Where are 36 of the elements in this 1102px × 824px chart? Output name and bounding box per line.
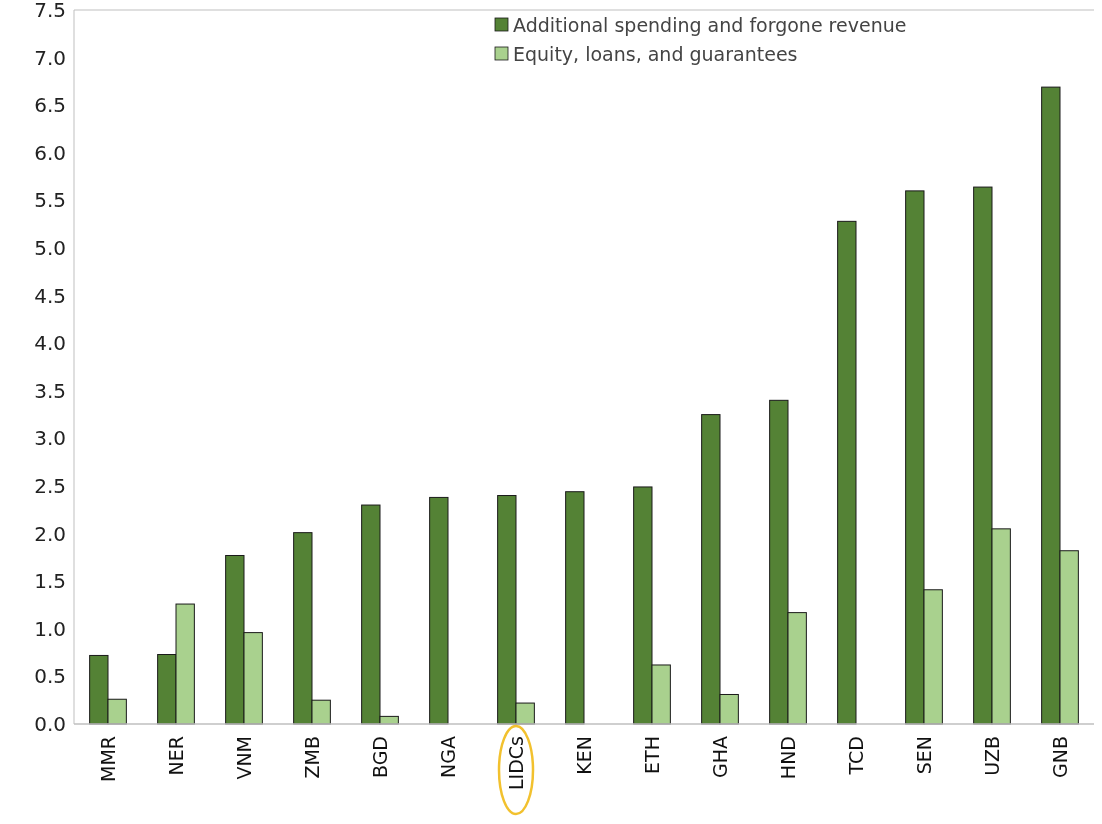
x-tick-label: KEN <box>572 736 595 775</box>
x-tick-label: NER <box>164 736 187 776</box>
x-tick-label: GHA <box>708 736 731 779</box>
y-tick-label: 0.5 <box>34 664 66 689</box>
bar <box>429 496 449 725</box>
legend-label: Equity, loans, and guarantees <box>513 42 798 65</box>
y-tick-label: 7.0 <box>34 45 66 70</box>
legend-label: Additional spending and forgone revenue <box>513 13 907 36</box>
y-tick-label: 2.0 <box>34 521 66 546</box>
y-tick-label: 1.5 <box>34 569 66 594</box>
x-tick-label: HND <box>776 736 799 780</box>
x-tick-label: ETH <box>640 736 663 774</box>
x-tick-label: VNM <box>232 736 255 780</box>
x-tick-label: GNB <box>1048 736 1071 778</box>
x-tick-label: SEN <box>912 736 935 775</box>
y-tick-label: 4.5 <box>34 283 66 308</box>
y-tick-label: 6.0 <box>34 140 66 165</box>
y-tick-label: 5.0 <box>34 236 66 260</box>
x-tick-label: NGA <box>436 736 459 778</box>
x-tick-label: UZB <box>980 736 1003 776</box>
bar <box>565 491 585 725</box>
x-tick-label: LIDCs <box>504 736 527 790</box>
y-tick-label: 0.0 <box>34 712 66 736</box>
y-tick-label: 3.5 <box>34 378 66 403</box>
y-tick-label: 7.5 <box>34 0 66 22</box>
y-tick-label: 6.5 <box>34 93 66 118</box>
y-tick-label: 4.0 <box>34 331 66 356</box>
x-tick-label: BGD <box>368 736 391 779</box>
y-tick-label: 5.5 <box>34 188 66 213</box>
x-tick-label: TCD <box>844 736 867 776</box>
y-tick-label: 1.0 <box>34 616 66 641</box>
bar <box>837 220 857 725</box>
x-tick-label: ZMB <box>300 736 323 779</box>
y-tick-label: 3.0 <box>34 426 66 451</box>
x-tick-label: MMR <box>96 736 119 782</box>
y-tick-label: 2.5 <box>34 474 66 498</box>
